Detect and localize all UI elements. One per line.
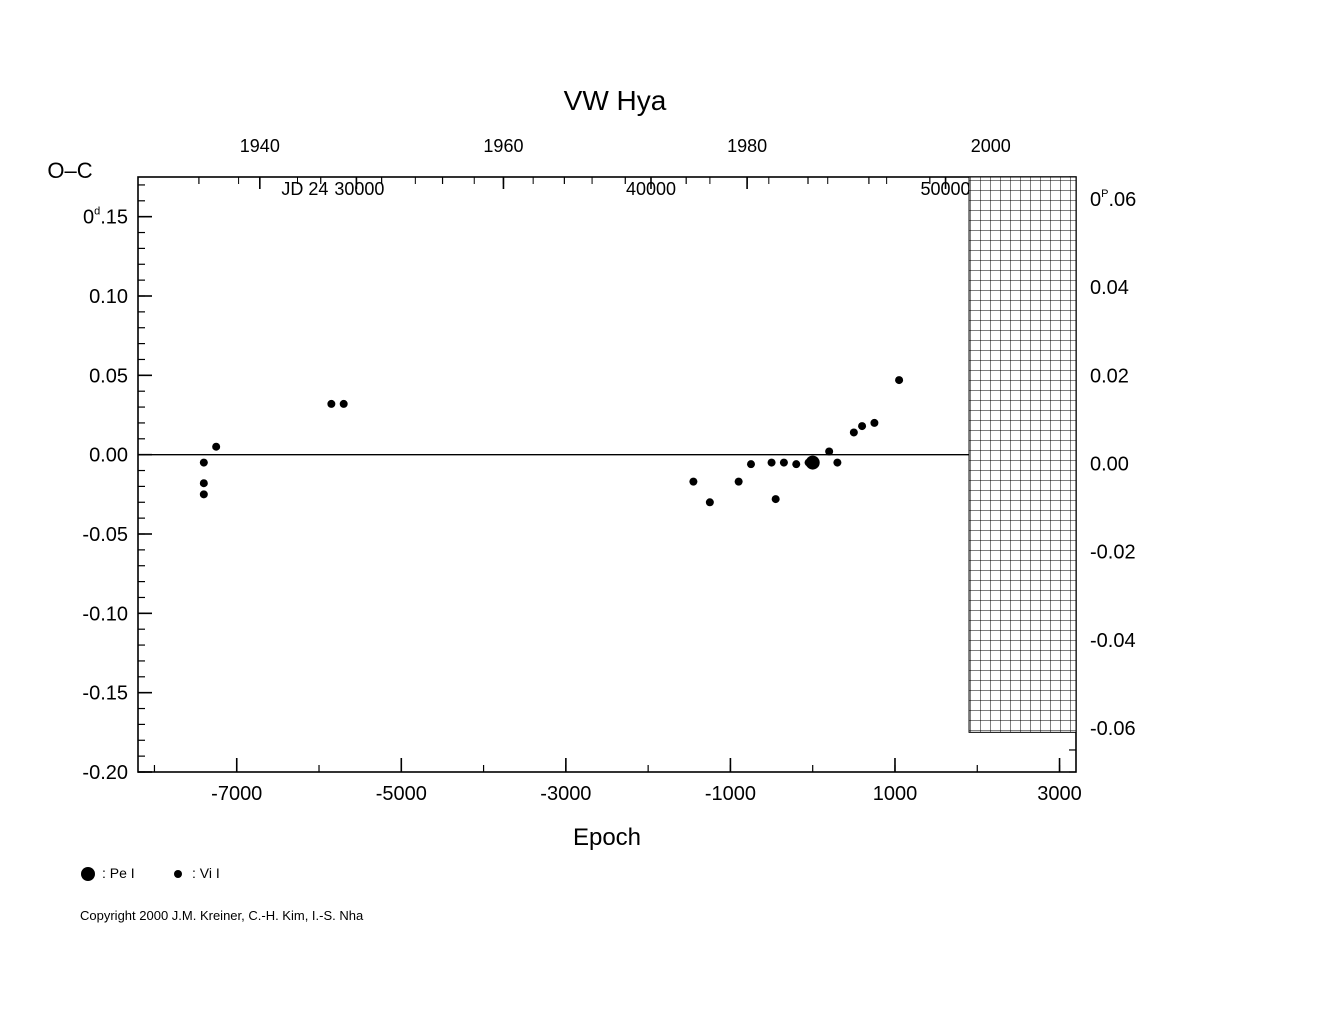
jd-prefix-label: JD 24	[281, 179, 328, 199]
data-point	[327, 400, 335, 408]
chart-title: VW Hya	[564, 85, 667, 116]
y-right-tick-label: -0.04	[1090, 630, 1136, 652]
data-point	[200, 459, 208, 467]
data-point	[870, 419, 878, 427]
data-point	[833, 459, 841, 467]
data-point	[858, 422, 866, 430]
legend-marker	[174, 870, 182, 878]
y-right-tick-label: -0.02	[1090, 542, 1136, 564]
y-right-tick-label: 0.04	[1090, 277, 1129, 299]
data-point	[805, 459, 813, 467]
y-left-tick-label: 0.05	[89, 365, 128, 387]
data-point	[792, 460, 800, 468]
jd-tick-label: 30000	[334, 179, 384, 199]
top-year-tick-label: 1940	[240, 136, 280, 156]
y-right-tick-label: 0.02	[1090, 365, 1129, 387]
plot-border	[138, 177, 1076, 772]
y-axis-title: O–C	[47, 158, 92, 183]
y-left-tick-label: -0.20	[82, 762, 128, 784]
chart-container: VW Hya -7000 -5000 -3000 -1000 1000 3000 Epoch -…	[0, 0, 1325, 1020]
data-point	[780, 459, 788, 467]
copyright-text: Copyright 2000 J.M. Kreiner, C.-H. Kim, …	[80, 908, 364, 923]
data-point	[747, 460, 755, 468]
data-point	[706, 498, 714, 506]
data-point	[850, 428, 858, 436]
x-tick-label: -1000	[705, 783, 756, 805]
data-point	[340, 400, 348, 408]
hatched-future-region	[969, 177, 1076, 732]
data-point	[689, 478, 697, 486]
data-point	[772, 495, 780, 503]
y-left-tick-label: -0.15	[82, 683, 128, 705]
data-point	[200, 490, 208, 498]
top-year-tick-label: 1980	[727, 136, 767, 156]
legend-marker	[81, 867, 95, 881]
legend-label: : Vi I	[192, 865, 220, 881]
y-right-unit-label: 0P.06	[1090, 188, 1136, 211]
data-point	[735, 478, 743, 486]
x-tick-label: -7000	[211, 783, 262, 805]
top-year-tick-label: 2000	[971, 136, 1011, 156]
data-point	[768, 459, 776, 467]
x-tick-label: 1000	[873, 783, 918, 805]
legend-label: : Pe I	[102, 865, 135, 881]
x-tick-label: 3000	[1037, 783, 1082, 805]
top-year-tick-label: 1960	[483, 136, 523, 156]
y-right-tick-label: -0.06	[1090, 718, 1136, 740]
y-left-tick-label: 0.10	[89, 286, 128, 308]
x-axis-label: Epoch	[573, 824, 641, 851]
y-left-unit-label: 0d.15	[83, 206, 128, 229]
y-right-tick-label: 0.00	[1090, 453, 1129, 475]
y-left-tick-label: 0.00	[89, 445, 128, 467]
data-point	[200, 479, 208, 487]
y-left-tick-label: -0.10	[82, 603, 128, 625]
jd-tick-label: 40000	[626, 179, 676, 199]
data-point	[212, 443, 220, 451]
data-point	[895, 376, 903, 384]
x-tick-label: -3000	[540, 783, 591, 805]
oc-scatter-chart: VW Hya -7000 -5000 -3000 -1000 1000 3000 Epoch -…	[0, 0, 1325, 1020]
x-tick-label: -5000	[376, 783, 427, 805]
y-left-tick-label: -0.05	[82, 524, 128, 546]
data-point	[825, 447, 833, 455]
jd-tick-label: 50000	[921, 179, 971, 199]
